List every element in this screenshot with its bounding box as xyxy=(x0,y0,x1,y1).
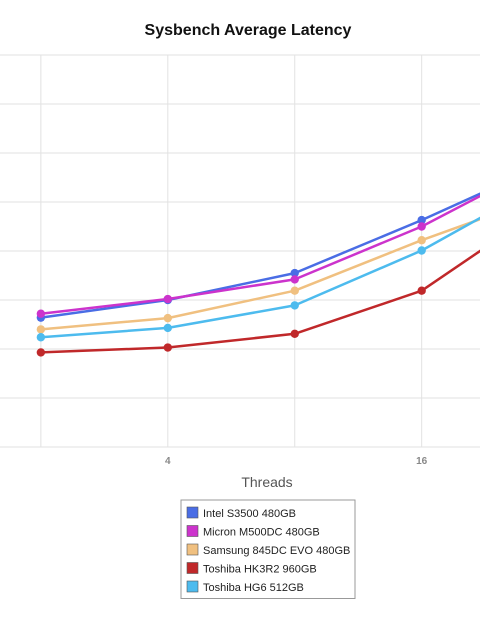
series-lines xyxy=(40,192,480,354)
data-point[interactable] xyxy=(290,268,299,278)
legend-swatch xyxy=(186,562,199,574)
data-point[interactable] xyxy=(290,301,299,310)
legend-swatch xyxy=(186,506,199,519)
data-point[interactable] xyxy=(36,333,46,342)
data-point[interactable] xyxy=(163,313,173,323)
legend-box xyxy=(180,499,356,599)
data-point[interactable] xyxy=(417,286,426,295)
chart-title: Sysbench Average Latency xyxy=(145,22,352,39)
data-point[interactable] xyxy=(417,246,426,255)
data-point[interactable] xyxy=(36,325,46,334)
x-axis-label: Threads xyxy=(241,474,292,490)
legend-swatch xyxy=(186,543,199,556)
data-point[interactable] xyxy=(36,348,46,357)
legend: Intel S3500 480GB Micron M500DC 480GB Sams… xyxy=(180,499,356,599)
data-point[interactable] xyxy=(290,286,299,295)
data-point[interactable] xyxy=(163,323,173,333)
chart-grid xyxy=(0,54,480,448)
data-point[interactable] xyxy=(417,236,426,245)
legend-label: Toshiba HG6 512GB xyxy=(203,582,304,594)
legend-label: Toshiba HK3R2 960GB xyxy=(203,564,317,576)
data-point[interactable] xyxy=(36,309,46,318)
x-tick-label: 16 xyxy=(416,456,428,467)
x-tick-labels: 4 16 xyxy=(165,456,428,467)
data-point[interactable] xyxy=(290,329,299,339)
data-point[interactable] xyxy=(290,275,299,284)
legend-swatch xyxy=(186,525,199,537)
data-point[interactable] xyxy=(163,343,173,352)
series-line-1 xyxy=(40,194,480,315)
data-point[interactable] xyxy=(417,222,426,231)
series-line-4 xyxy=(40,216,480,339)
data-points xyxy=(36,215,426,357)
legend-label: Micron M500DC 480GB xyxy=(203,527,320,539)
legend-label: Samsung 845DC EVO 480GB xyxy=(203,545,350,557)
data-point[interactable] xyxy=(163,294,173,304)
legend-label: Intel S3500 480GB xyxy=(203,508,296,520)
x-tick-label: 4 xyxy=(165,456,171,467)
data-point[interactable] xyxy=(417,215,426,225)
series-line-3 xyxy=(40,249,480,354)
legend-swatch xyxy=(186,580,199,593)
